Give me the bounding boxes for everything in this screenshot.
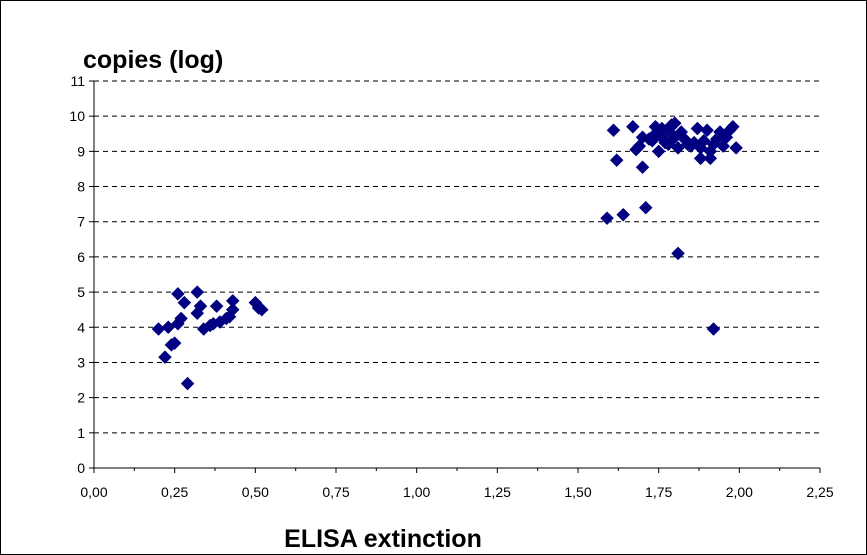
data-point xyxy=(174,311,188,326)
x-tick-label: 2,25 xyxy=(806,484,833,500)
y-tick-label: 5 xyxy=(77,284,85,300)
data-point xyxy=(667,116,682,131)
x-tick-label: 1,25 xyxy=(484,484,511,500)
y-tick-label: 11 xyxy=(70,73,85,89)
data-point xyxy=(209,299,224,314)
data-point xyxy=(616,207,631,222)
data-point xyxy=(254,302,269,317)
data-point xyxy=(158,350,172,365)
x-axis-title: ELISA extinction xyxy=(284,525,482,553)
x-tick-label: 0,00 xyxy=(80,484,107,500)
y-axis-title: copies (log) xyxy=(83,46,223,74)
data-point xyxy=(671,246,685,261)
x-tick-label: 0,25 xyxy=(161,484,188,500)
y-tick-label: 7 xyxy=(77,214,85,230)
data-point xyxy=(180,376,195,391)
data-point xyxy=(706,322,721,336)
data-point xyxy=(193,299,208,314)
data-point xyxy=(609,153,624,168)
data-point xyxy=(703,151,718,166)
data-points xyxy=(151,116,743,391)
data-point xyxy=(693,151,708,166)
y-tick-label: 6 xyxy=(77,249,85,265)
data-point xyxy=(635,160,650,175)
y-tick-label: 2 xyxy=(77,390,85,406)
data-point xyxy=(726,119,740,134)
y-tick-label: 3 xyxy=(77,354,85,370)
data-point xyxy=(651,144,666,159)
data-point xyxy=(625,119,640,134)
data-point xyxy=(729,140,743,155)
x-tick-label: 0,75 xyxy=(322,484,349,500)
data-point xyxy=(225,302,240,317)
data-point xyxy=(690,121,705,136)
axes xyxy=(89,80,821,473)
x-tick-label: 0,50 xyxy=(242,484,269,500)
y-tick-label: 4 xyxy=(77,319,85,335)
data-point xyxy=(171,286,185,301)
data-point xyxy=(167,336,182,350)
x-tick-label: 2,00 xyxy=(726,484,753,500)
y-tick-label: 8 xyxy=(77,179,85,195)
x-tick-label: 1,50 xyxy=(564,484,591,500)
data-point xyxy=(151,322,166,336)
y-tick-label: 9 xyxy=(77,143,85,159)
y-tick-label: 1 xyxy=(77,425,85,441)
x-tick-label: 1,00 xyxy=(403,484,430,500)
grid-lines xyxy=(94,80,820,434)
y-tick-label: 10 xyxy=(69,108,85,124)
data-point xyxy=(606,123,621,138)
y-tick-label: 0 xyxy=(77,460,85,476)
data-point xyxy=(638,200,653,215)
data-point xyxy=(600,211,614,226)
data-point xyxy=(700,123,714,138)
tick-labels: 0 1 2 3 4 5 6 7 8 9 10 11 0,00 0,25 0,50 0,75 1,00 1,25 1,… xyxy=(69,73,833,500)
data-point xyxy=(177,295,192,310)
x-tick-label: 1,75 xyxy=(645,484,672,500)
data-point xyxy=(190,285,205,299)
